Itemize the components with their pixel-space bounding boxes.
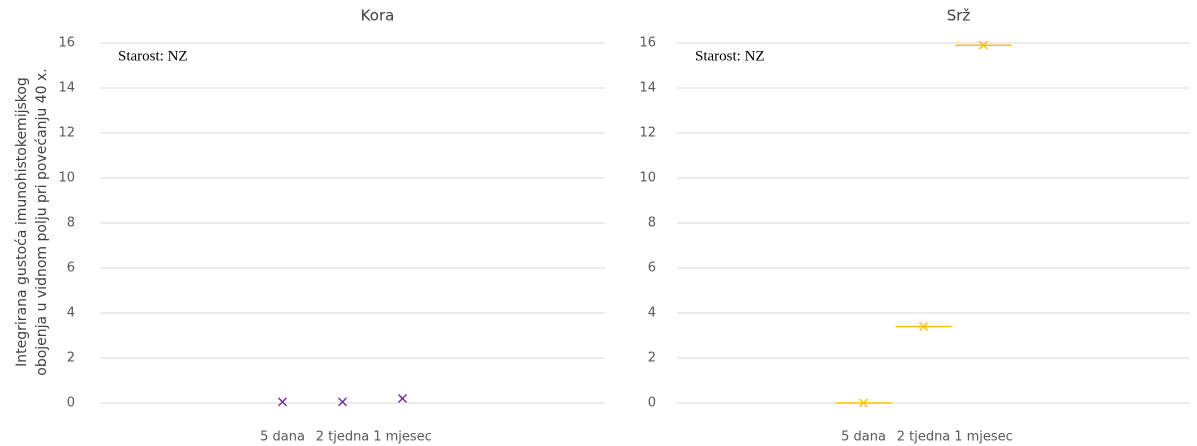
- mean-marker: [918, 321, 929, 332]
- y-tick-label: 12: [58, 126, 75, 141]
- x-tick-label: 2 tjedna: [316, 430, 370, 445]
- x-tick-label: 2 tjedna: [897, 430, 951, 445]
- y-tick-label: 10: [639, 171, 656, 186]
- x-tick-label: 1 mjesec: [373, 430, 432, 445]
- y-tick-label: 4: [648, 306, 656, 321]
- y-tick-label: 10: [58, 171, 75, 186]
- point: [277, 397, 288, 407]
- y-tick-label: 8: [67, 216, 75, 231]
- point: [397, 393, 408, 404]
- y-tick-label: 4: [67, 306, 75, 321]
- chart-title: Kora: [361, 7, 395, 25]
- y-tick-label: 16: [58, 36, 75, 51]
- y-tick-label: 8: [648, 216, 656, 231]
- mean-marker: [858, 398, 869, 408]
- annotation: Starost: NZ: [118, 48, 188, 64]
- y-tick-label: 14: [639, 81, 656, 96]
- y-tick-label: 6: [67, 261, 75, 276]
- y-tick-label: 16: [639, 36, 656, 51]
- y-axis-label: Integrirana gustoća imunohistokemijskog …: [14, 68, 50, 375]
- y-label-line: obojenja u vidnom polju pri povećanju 40…: [34, 68, 50, 375]
- annotation: Starost: NZ: [695, 48, 765, 64]
- x-tick-label: 5 dana: [841, 430, 886, 445]
- y-tick-label: 6: [648, 261, 656, 276]
- y-tick-label: 0: [648, 396, 656, 411]
- y-label-line: Integrirana gustoća imunohistokemijskog: [14, 77, 30, 367]
- y-tick-label: 12: [639, 126, 656, 141]
- chart-title: Srž: [947, 7, 971, 25]
- y-tick-label: 0: [67, 396, 75, 411]
- x-tick-label: 1 mjesec: [954, 430, 1013, 445]
- x-tick-label: 5 dana: [260, 430, 305, 445]
- y-tick-label: 2: [648, 351, 656, 366]
- mean-marker: [978, 40, 989, 50]
- y-tick-label: 2: [67, 351, 75, 366]
- point: [337, 397, 348, 407]
- y-tick-label: 14: [58, 81, 75, 96]
